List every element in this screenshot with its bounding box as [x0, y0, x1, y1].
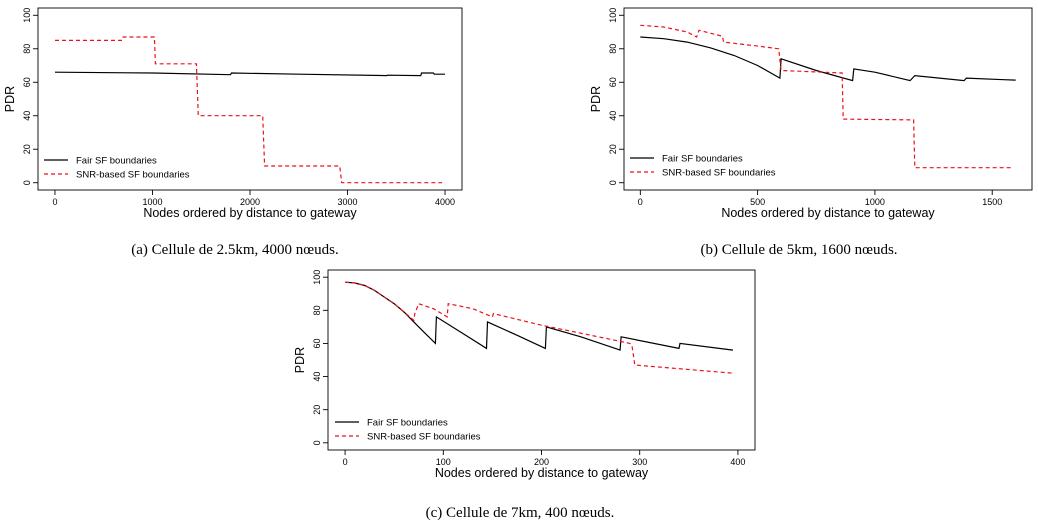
chart-a-legend-label-snr: SNR-based SF boundaries: [76, 170, 190, 181]
chart-a-legend-label-fair: Fair SF boundaries: [76, 156, 157, 167]
chart-c-x-tick-label: 200: [534, 457, 549, 467]
chart-c-x-tick-label: 100: [436, 457, 451, 467]
chart-b-x-tick-label: 0: [638, 197, 643, 207]
chart-a-y-tick-label: 80: [22, 44, 32, 54]
chart-b-legend-label-snr: SNR-based SF boundaries: [662, 168, 776, 179]
chart-b-y-tick-label: 80: [608, 44, 618, 54]
chart-b-legend-label-fair: Fair SF boundaries: [662, 154, 743, 165]
chart-c-y-tick-label: 80: [312, 305, 322, 315]
chart-c-y-tick-label: 100: [312, 270, 322, 285]
chart-b-y-tick-label: 0: [608, 180, 618, 185]
chart-a-y-tick-label: 100: [22, 8, 32, 23]
chart-c-x-axis-label: Nodes ordered by distance to gateway: [435, 466, 649, 480]
chart-c-x-tick-label: 0: [343, 457, 348, 467]
caption-a: (a) Cellule de 2.5km, 4000 nœuds.: [131, 242, 339, 258]
chart-b-series-snr-line: [640, 24, 1014, 169]
chart-b-y-tick-label: 20: [608, 144, 618, 154]
chart-a-y-tick-label: 0: [22, 180, 32, 185]
chart-b-x-tick-label: 500: [750, 197, 765, 207]
chart-a-y-tick-label: 60: [22, 77, 32, 87]
chart-a-x-tick-label: 2000: [240, 197, 260, 207]
chart-a-x-tick-label: 4000: [435, 197, 455, 207]
chart-c: 0 100 200 300 400 0 20 40 60 80 100 Nodes ordered b…: [280, 262, 760, 531]
chart-b-x-tick-label: 1500: [982, 197, 1002, 207]
chart-c-y-tick-label: 60: [312, 338, 322, 348]
chart-c-x-tick-label: 300: [632, 457, 647, 467]
chart-c-x-tick-label: 400: [730, 457, 745, 467]
chart-a-y-axis-label: PDR: [3, 86, 17, 112]
chart-c-y-axis-label: PDR: [293, 347, 307, 373]
chart-a-y-tick-label: 20: [22, 144, 32, 154]
chart-b-series-fair-line: [640, 36, 1016, 82]
chart-b-x-axis-label: Nodes ordered by distance to gateway: [721, 206, 935, 220]
chart-c-legend-label-fair: Fair SF boundaries: [367, 418, 448, 429]
chart-c-y-tick-label: 0: [312, 440, 322, 445]
caption-c: (c) Cellule de 7km, 400 nœuds.: [425, 505, 615, 521]
chart-a: 0 1000 2000 3000 4000 0 20 40 60 80 100 Nodes order…: [0, 0, 470, 270]
chart-a-x-tick-label: 3000: [338, 197, 358, 207]
chart-b-x-tick-label: 1000: [865, 197, 885, 207]
chart-a-svg: 0 1000 2000 3000 4000 0 20 40 60 80 100 Nodes order…: [3, 7, 463, 220]
chart-a-y-tick-label: 40: [22, 111, 32, 121]
chart-c-legend-label-snr: SNR-based SF boundaries: [367, 432, 481, 443]
chart-b-plot-frame: [623, 7, 1033, 191]
chart-c-y-tick-label: 40: [312, 372, 322, 382]
chart-c-series-snr-line: [345, 281, 734, 374]
chart-b-svg: 0 500 1000 1500 0 20 40 60 80 100 Nodes ordered by…: [589, 7, 1033, 220]
chart-b-y-axis-label: PDR: [589, 86, 603, 112]
chart-a-x-tick-label: 0: [52, 197, 57, 207]
chart-b-y-tick-label: 40: [608, 111, 618, 121]
chart-b: 0 500 1000 1500 0 20 40 60 80 100 Nodes ordered by…: [560, 0, 1038, 270]
chart-b-y-tick-label: 100: [608, 8, 618, 23]
chart-a-x-tick-label: 1000: [142, 197, 162, 207]
caption-b: (b) Cellule de 5km, 1600 nœuds.: [700, 242, 898, 258]
chart-a-series-snr-line: [55, 36, 443, 184]
chart-a-series-fair-line: [54, 71, 445, 77]
chart-b-y-tick-label: 60: [608, 77, 618, 87]
chart-a-x-axis-label: Nodes ordered by distance to gateway: [143, 206, 357, 220]
chart-c-series-fair-line: [345, 281, 734, 351]
chart-c-y-tick-label: 20: [312, 405, 322, 415]
